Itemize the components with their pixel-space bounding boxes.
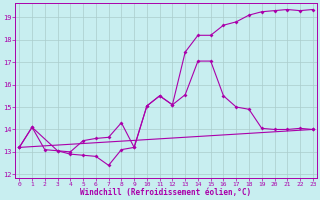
X-axis label: Windchill (Refroidissement éolien,°C): Windchill (Refroidissement éolien,°C)	[80, 188, 252, 197]
